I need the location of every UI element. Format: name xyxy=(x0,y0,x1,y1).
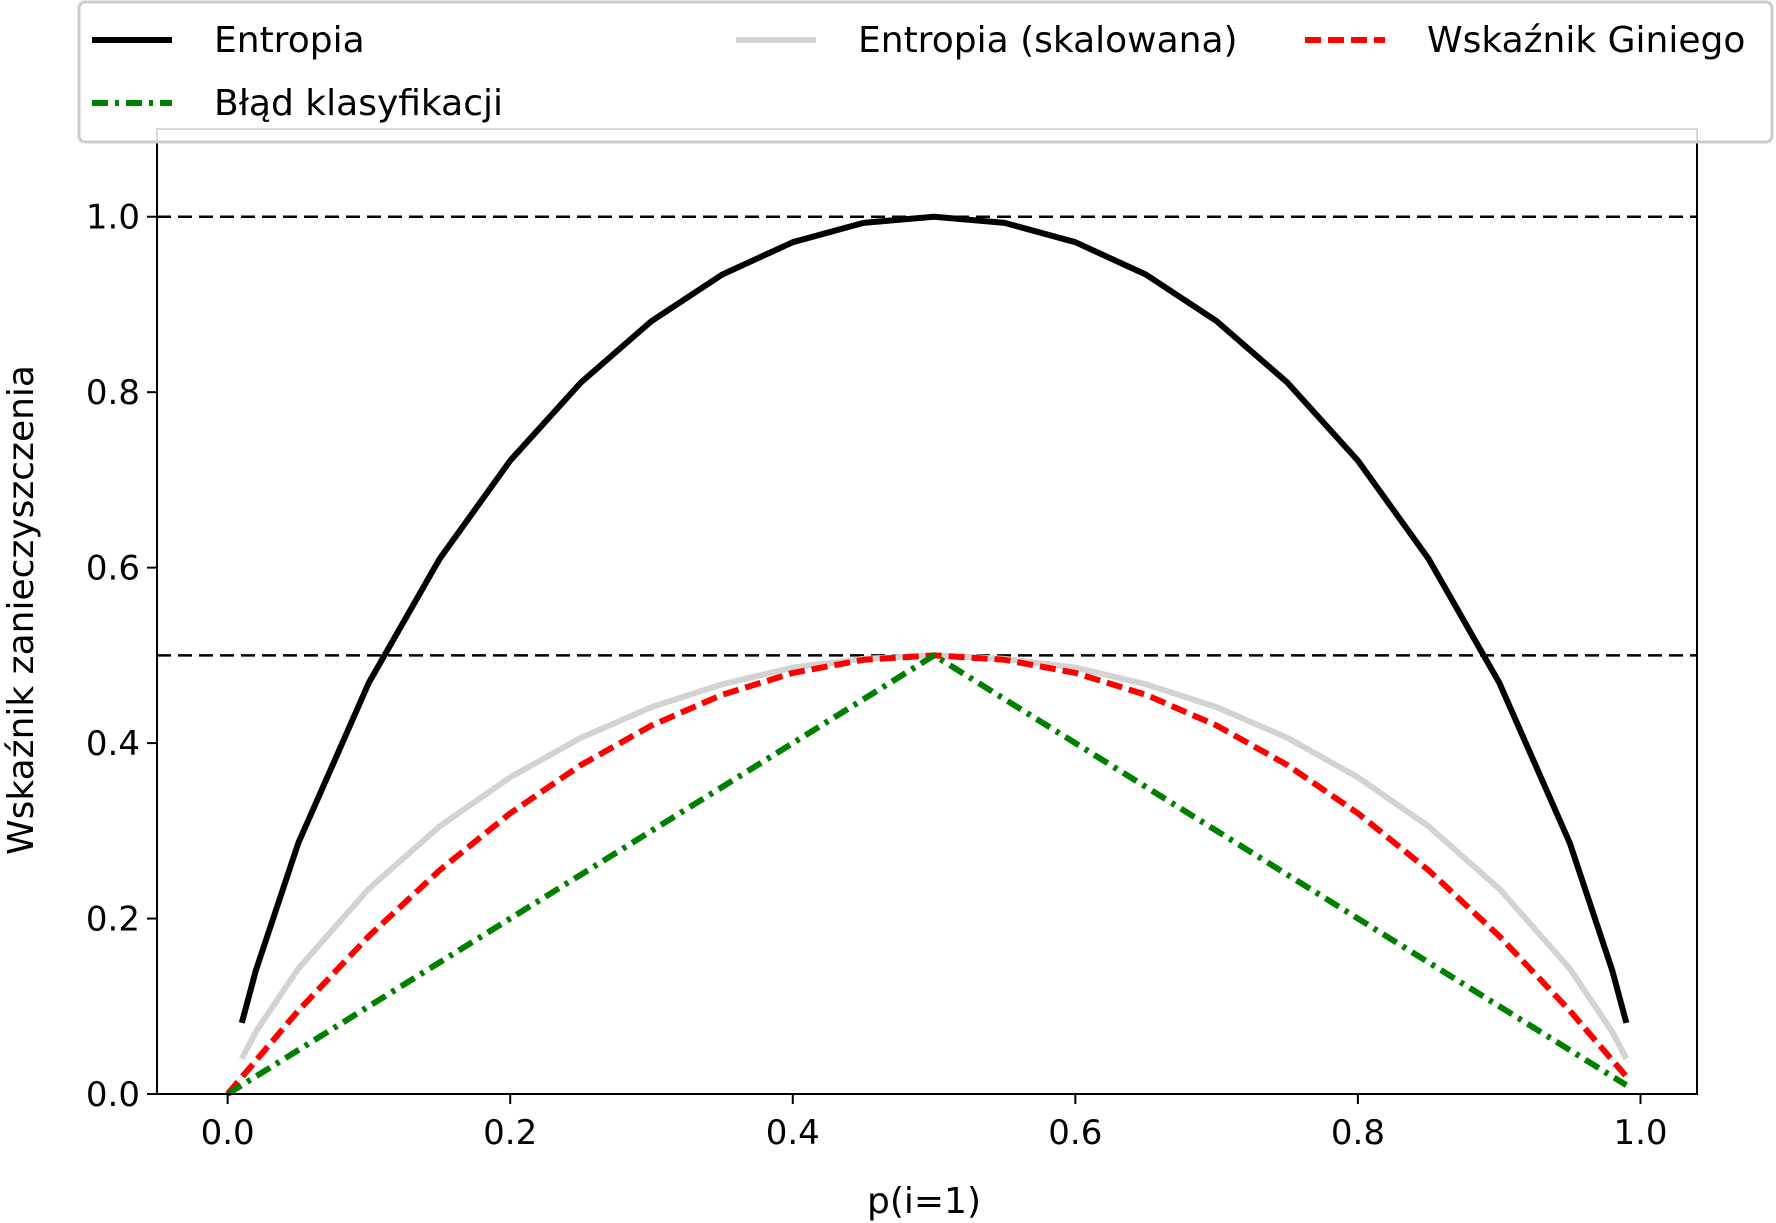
y-tick-label: 1.0 xyxy=(86,198,140,238)
series-line-2 xyxy=(225,652,1629,1096)
legend-label-1: Entropia (skalowana) xyxy=(858,20,1238,61)
y-tick-label: 0.4 xyxy=(86,724,140,764)
y-tick-label: 0.8 xyxy=(86,373,140,413)
plot-area xyxy=(157,215,1697,657)
y-axis-label: Wskaźnik zanieczyszczenia xyxy=(1,365,42,855)
series-line-3 xyxy=(226,652,1628,1097)
x-tick-label: 0.0 xyxy=(201,1113,255,1153)
x-tick-label: 0.2 xyxy=(483,1113,537,1153)
series-layer xyxy=(225,213,1630,1097)
y-tick-label: 0.6 xyxy=(86,549,140,589)
x-tick-label: 0.4 xyxy=(766,1113,820,1153)
x-axis-ticks: 0.0 0.2 0.4 0.6 0.8 1.0 xyxy=(201,1094,1668,1153)
x-tick-label: 0.8 xyxy=(1331,1113,1385,1153)
legend-label-2: Wskaźnik Giniego xyxy=(1427,20,1745,61)
x-tick-label: 1.0 xyxy=(1613,1113,1667,1153)
series-line-0 xyxy=(238,213,1630,1024)
legend-label-0: Entropia xyxy=(214,20,365,61)
x-axis-label: p(i=1) xyxy=(867,1181,981,1222)
legend: Entropia Entropia (skalowana) Wskaźnik Gin… xyxy=(77,0,1774,144)
y-axis-ticks: 0.0 0.2 0.4 0.6 0.8 1.0 xyxy=(86,198,157,1115)
series-line-1 xyxy=(239,652,1630,1061)
legend-frame xyxy=(77,0,1774,144)
y-tick-label: 0.2 xyxy=(86,900,140,940)
x-tick-label: 0.6 xyxy=(1048,1113,1102,1153)
y-tick-label: 0.0 xyxy=(86,1075,140,1115)
legend-label-3: Błąd klasyfikacji xyxy=(214,83,503,124)
axes-frame xyxy=(156,128,1698,1095)
